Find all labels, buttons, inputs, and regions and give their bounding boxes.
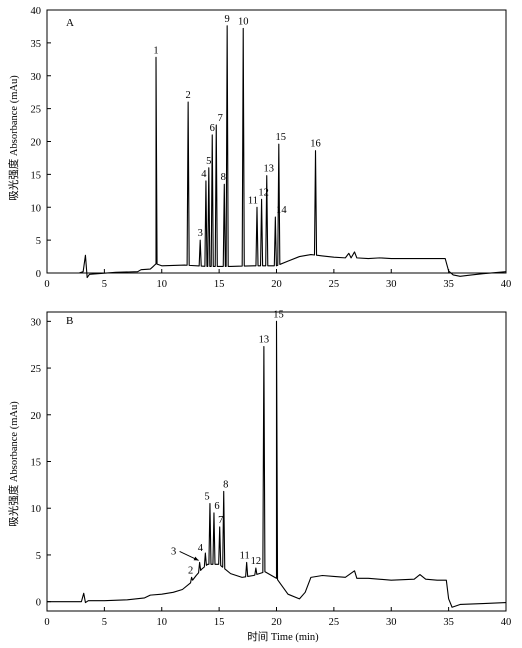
x-tick-label: 0 (44, 617, 49, 628)
peak-label: 5 (206, 156, 211, 167)
y-tick-label: 10 (31, 203, 42, 214)
panel-b-xlabel: 时间 Time (min) (247, 630, 319, 643)
x-tick-label: 20 (271, 617, 282, 628)
x-tick-label: 5 (102, 617, 107, 628)
panel-a: A 吸光强度 Absorbance (mAu) 0 5 10 15 20 25 30 35 40… (7, 6, 511, 290)
peak-label: 1 (153, 45, 158, 56)
x-tick-label: 10 (157, 617, 168, 628)
panel-b-letter: B (66, 315, 73, 327)
panel-b-trace (47, 320, 507, 608)
y-tick-label: 30 (31, 317, 42, 328)
peak-label: 11 (248, 195, 258, 206)
peak-label: 11 (240, 550, 250, 561)
y-tick-label: 15 (31, 170, 42, 181)
panel-b-ylabel: 吸光强度 Absorbance (mAu) (7, 401, 20, 527)
peak-label: 15 (273, 309, 284, 320)
peak-label: 8 (223, 479, 228, 490)
y-tick-label: 25 (31, 364, 42, 375)
peak-label: 7 (218, 515, 223, 526)
peak-label: 5 (204, 492, 209, 503)
x-tick-label: 15 (214, 279, 225, 290)
peak-label: 4 (198, 543, 204, 554)
x-tick-label: 35 (443, 617, 454, 628)
panel-a-ylabel: 吸光强度 Absorbance (mAu) (7, 75, 20, 201)
x-tick-label: 30 (386, 617, 397, 628)
peak-label: 13 (263, 164, 274, 175)
peak-label: 9 (225, 14, 230, 25)
peak-label: 16 (310, 139, 321, 150)
y-tick-label: 0 (36, 598, 41, 609)
x-tick-label: 15 (214, 617, 225, 628)
peak-label: 6 (214, 501, 219, 512)
peak-label: 14 (276, 205, 287, 216)
x-tick-label: 5 (102, 279, 107, 290)
peak-label: 12 (258, 187, 269, 198)
peak-label: 3 (171, 546, 176, 557)
panel-a-trace (47, 25, 507, 279)
peak-label: 6 (210, 123, 215, 134)
peak-label: 13 (259, 335, 270, 346)
y-tick-label: 40 (31, 6, 42, 17)
y-tick-label: 10 (31, 504, 42, 515)
x-tick-label: 10 (157, 279, 168, 290)
y-tick-label: 5 (36, 551, 41, 562)
peak-label: 12 (251, 556, 262, 567)
x-tick-label: 40 (501, 617, 512, 628)
x-tick-label: 30 (386, 279, 397, 290)
y-tick-label: 15 (31, 458, 42, 469)
y-tick-label: 20 (31, 411, 42, 422)
y-tick-label: 25 (31, 105, 42, 116)
x-tick-label: 35 (443, 279, 454, 290)
peak-label: 15 (276, 132, 287, 143)
panel-b: B 吸光强度 Absorbance (mAu) 时间 Time (min) 0 5… (7, 309, 511, 643)
y-tick-label: 30 (31, 72, 42, 83)
peak-label: 8 (221, 172, 226, 183)
x-tick-label: 20 (271, 279, 282, 290)
x-tick-label: 0 (44, 279, 49, 290)
peak-3-arrow-head (193, 556, 199, 561)
panel-a-letter: A (66, 17, 74, 29)
y-tick-label: 5 (36, 236, 41, 247)
peak-label: 3 (198, 228, 203, 239)
x-tick-label: 25 (329, 617, 340, 628)
peak-label: 4 (201, 169, 207, 180)
peak-label: 7 (218, 113, 223, 124)
peak-label: 2 (188, 565, 193, 576)
y-tick-label: 20 (31, 138, 42, 149)
peak-label: 10 (238, 16, 249, 27)
x-tick-label: 40 (501, 279, 512, 290)
y-tick-label: 35 (31, 39, 42, 50)
x-tick-label: 25 (329, 279, 340, 290)
y-tick-label: 0 (36, 269, 41, 280)
peak-label: 2 (186, 90, 191, 101)
